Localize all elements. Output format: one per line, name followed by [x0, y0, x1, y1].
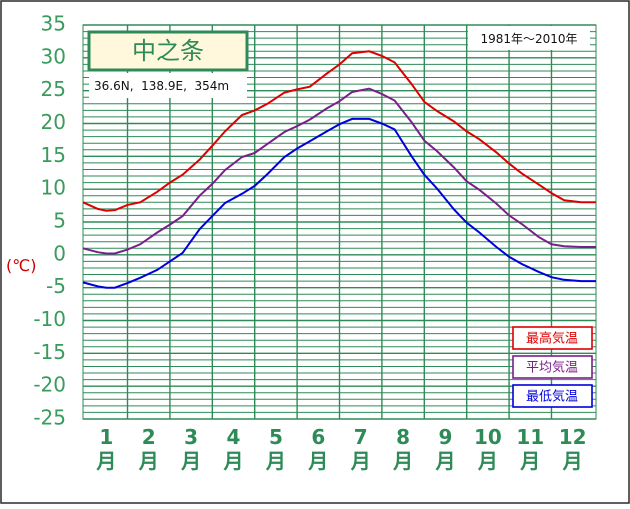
legend-item-mean: 平均気温: [512, 355, 593, 379]
x-tick-label: 2: [142, 425, 156, 449]
y-tick-label: -25: [33, 406, 66, 430]
y-tick-label: 5: [53, 209, 66, 233]
period-box: 1981年〜2010年: [468, 26, 590, 50]
x-tick-label: 12: [559, 425, 587, 449]
x-tick-unit: 月: [265, 449, 286, 473]
y-axis-ticks: 35 30 25 20 15 10 5 0 -5 -10 -15 -20 -25: [33, 12, 66, 430]
x-tick-label: 8: [396, 425, 410, 449]
legend-label: 平均気温: [526, 360, 578, 376]
x-tick-unit: 月: [180, 449, 201, 473]
y-tick-label: 25: [41, 77, 66, 101]
x-tick-label: 6: [311, 425, 325, 449]
max-temp-line: [82, 50, 596, 212]
x-tick-unit: 月: [434, 449, 455, 473]
legend-item-max: 最高気温: [512, 326, 593, 350]
x-tick-unit: 月: [477, 449, 498, 473]
x-tick-unit: 月: [307, 449, 328, 473]
legend-label: 最高気温: [526, 331, 578, 347]
y-tick-label: -20: [33, 373, 66, 397]
y-tick-label: 20: [41, 110, 66, 134]
mean-temp-line: [82, 87, 596, 255]
grid: [83, 24, 596, 420]
x-tick-label: 5: [269, 425, 283, 449]
x-tick-label: 7: [354, 425, 368, 449]
y-tick-label: 10: [41, 176, 66, 200]
x-tick-label: 10: [474, 425, 502, 449]
period-text: 1981年〜2010年: [480, 32, 577, 46]
min-temp-line: [82, 117, 596, 289]
y-tick-label: 35: [41, 12, 66, 36]
x-tick-unit: 月: [223, 449, 244, 473]
x-tick-label: 4: [227, 425, 241, 449]
x-tick-unit: 月: [392, 449, 413, 473]
x-tick-unit: 月: [519, 449, 540, 473]
y-tick-label: -5: [46, 274, 66, 298]
x-tick-label: 1: [99, 425, 113, 449]
series-lines: [82, 50, 596, 289]
chart-title: 中之条: [132, 37, 204, 65]
x-tick-unit: 月: [95, 449, 116, 473]
y-tick-label: -15: [33, 340, 66, 364]
location-text: 36.6N, 138.9E, 354m: [94, 79, 229, 93]
x-tick-unit: 月: [562, 449, 583, 473]
legend-swatch-box: [512, 326, 593, 350]
location-box-frame: [89, 73, 247, 98]
title-box: 中之条: [87, 30, 249, 72]
y-tick-label: 30: [41, 44, 66, 68]
y-tick-label: -10: [33, 307, 66, 331]
legend-swatch-box: [512, 355, 593, 379]
x-tick-label: 3: [184, 425, 198, 449]
x-tick-label: 9: [439, 425, 453, 449]
y-axis-unit-label: (℃): [6, 256, 36, 275]
legend-label: 最低気温: [526, 389, 578, 405]
title-box-frame: [87, 30, 249, 72]
x-tick-unit: 月: [350, 449, 371, 473]
x-tick-label: 11: [516, 425, 544, 449]
period-box-frame: [468, 26, 590, 50]
y-tick-label: 0: [53, 241, 66, 265]
location-box: 36.6N, 138.9E, 354m: [89, 73, 247, 98]
legend-swatch-box: [512, 384, 593, 408]
x-tick-unit: 月: [138, 449, 159, 473]
y-tick-label: 15: [41, 143, 66, 167]
legend-item-min: 最低気温: [512, 384, 593, 408]
